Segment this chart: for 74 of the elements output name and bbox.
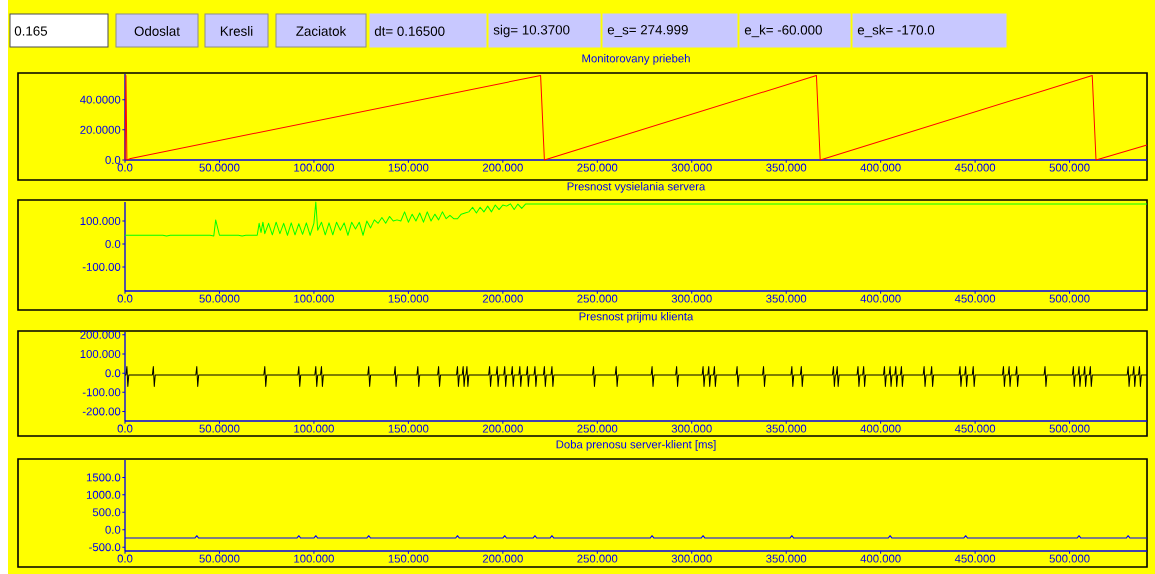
text: 0.165 [14,26,48,36]
text: e_k= -60.000 [744,24,822,38]
chart-title: Doba prenosu server-klient [ms] [556,440,716,451]
x-tick-label: 100.000 [294,554,334,563]
x-tick-label: 150.000 [388,424,429,433]
x-tick-label: 100.000 [294,294,334,303]
y-tick-label: 40.0000 [80,95,121,104]
x-tick-label: 450.000 [954,294,996,303]
x-tick-label: 300.000 [671,294,712,303]
text: dt= 0.16500 [374,26,445,36]
x-tick-label: 250.000 [577,554,618,563]
y-tick-label: 100.000 [80,217,121,226]
x-tick-label: 100.000 [294,424,334,433]
y-tick-label: -100.00 [82,262,121,271]
y-tick-label: 0.0 [105,239,121,248]
text: Zaciatok [296,26,347,36]
y-tick-label: 0.0 [105,155,121,164]
x-tick-label: 250.000 [577,163,618,172]
chart-title: Presnost prijmu klienta [579,312,694,323]
x-tick-label: 0.0 [117,554,133,563]
x-tick-label: 350.000 [766,554,807,563]
x-tick-label: 0.0 [117,424,133,433]
x-tick-label: 0.0 [117,163,133,172]
x-tick-label: 50.0000 [199,424,240,433]
y-tick-label: 1000.0 [86,490,121,499]
x-tick-label: 500.000 [1049,554,1090,563]
x-tick-label: 400.000 [860,424,901,433]
x-tick-label: 450.000 [954,163,996,172]
x-tick-label: 100.000 [294,163,334,172]
x-tick-label: 400.000 [860,554,901,563]
x-tick-label: 350.000 [766,294,807,303]
x-tick-label: 150.000 [388,554,429,563]
y-tick-label: 200.000 [80,330,121,339]
x-tick-label: 450.000 [954,424,996,433]
x-tick-label: 50.0000 [199,554,240,563]
text: e_s= 274.999 [607,25,688,37]
x-tick-label: 200.000 [482,554,523,563]
chart-title: Monitorovany priebeh [582,54,690,65]
text: sig= 10.3700 [493,24,570,38]
text: Kresli [220,26,253,36]
y-tick-label: 0.0 [105,369,121,378]
x-tick-label: 300.000 [671,554,712,563]
y-tick-label: 500.0 [92,508,121,517]
y-tick-label: 100.000 [80,350,121,359]
x-tick-label: 50.0000 [199,163,240,172]
x-tick-label: 50.0000 [199,294,240,303]
x-tick-label: 250.000 [577,424,618,433]
x-tick-label: 400.000 [860,163,901,172]
x-tick-label: 200.000 [482,163,523,172]
x-tick-label: 400.000 [860,294,901,303]
x-tick-label: 0.0 [117,294,133,303]
x-tick-label: 450.000 [954,554,996,563]
x-tick-label: 200.000 [482,424,523,433]
y-tick-label: 20.0000 [80,125,121,134]
x-tick-label: 500.000 [1049,163,1090,172]
x-tick-label: 200.000 [482,294,523,303]
y-tick-label: -500.0 [89,543,121,552]
text: Odoslat [134,26,180,36]
y-tick-label: 0.0 [105,525,121,534]
y-tick-label: -100.00 [82,388,121,397]
x-tick-label: 300.000 [671,424,712,433]
chart-title: Presnost vysielania servera [567,182,706,193]
x-tick-label: 250.000 [577,294,618,303]
x-tick-label: 350.000 [766,424,807,433]
y-tick-label: -200.00 [82,407,121,416]
x-tick-label: 150.000 [388,294,429,303]
line-series [124,75,1148,161]
x-tick-label: 300.000 [671,163,712,172]
x-tick-label: 350.000 [766,163,807,172]
x-tick-label: 150.000 [388,163,429,172]
y-tick-label: 1500.0 [86,473,121,482]
x-tick-label: 500.000 [1049,424,1090,433]
x-tick-label: 500.000 [1049,294,1090,303]
text: e_sk= -170.0 [857,24,935,38]
